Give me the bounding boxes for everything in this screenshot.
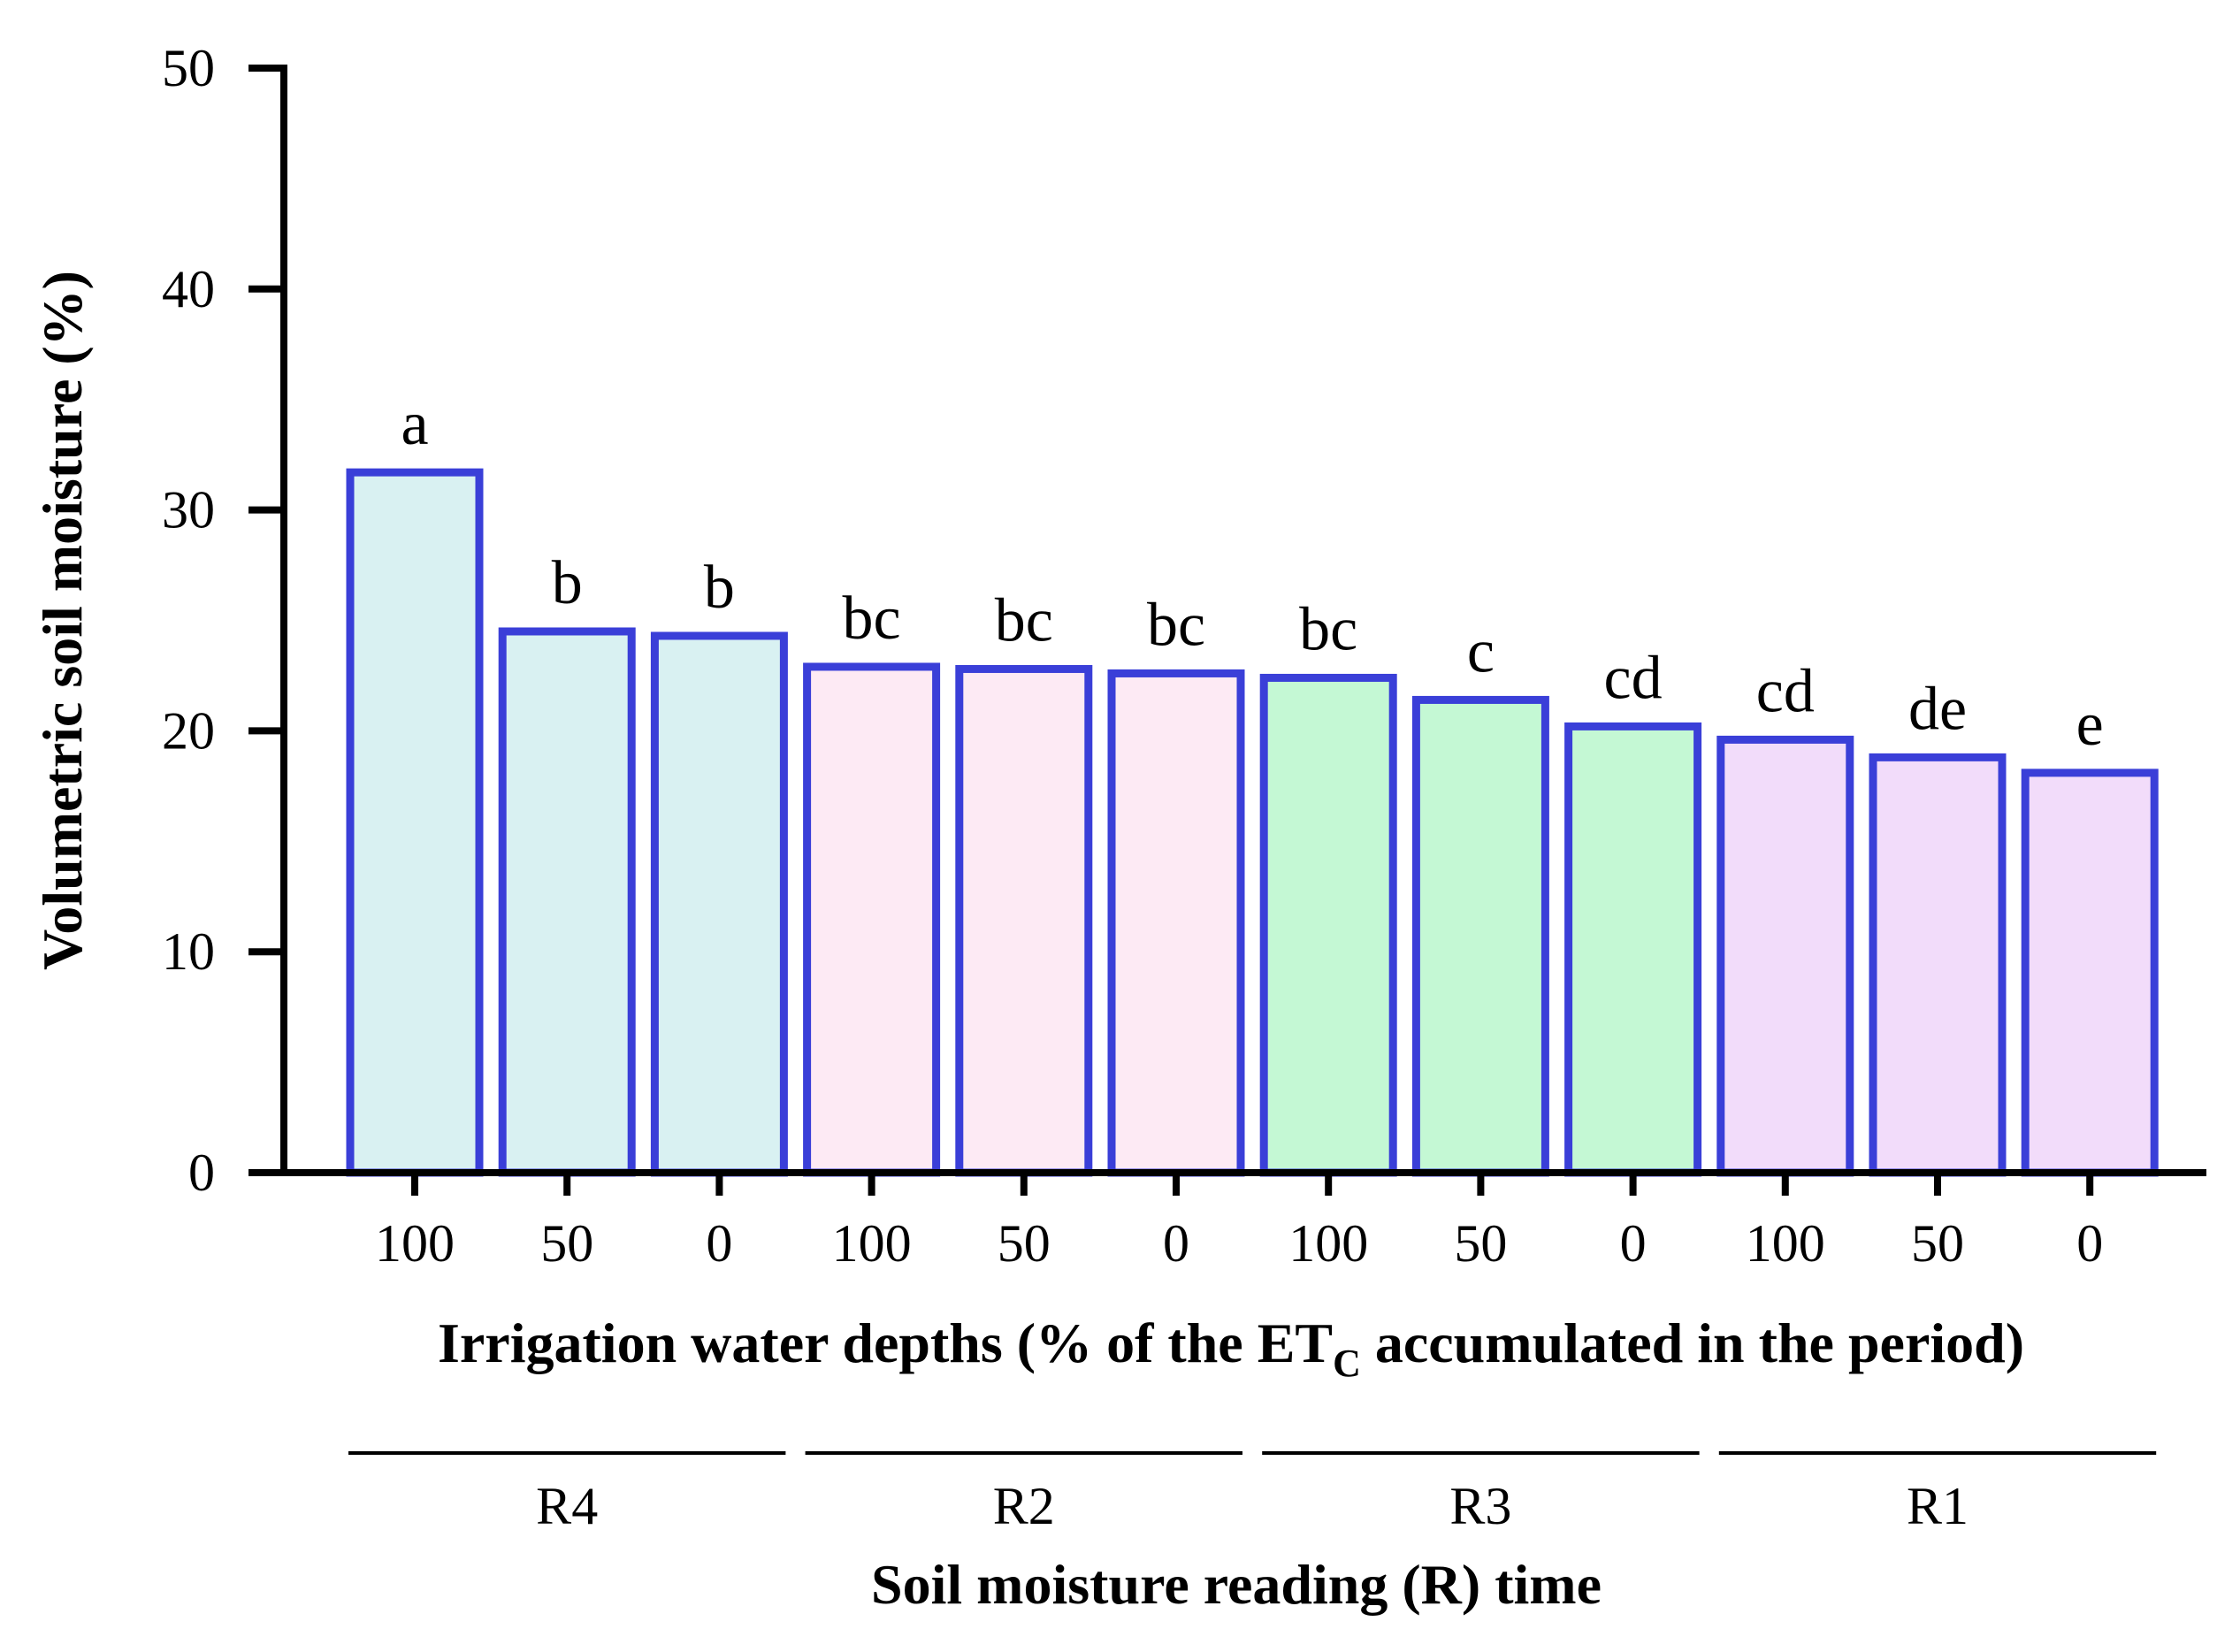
x-axis-title-main: Irrigation water depths (% of the ET [438,1312,1333,1374]
y-tick-label: 0 [188,1143,215,1202]
x-axis-title-subscript: C [1333,1342,1361,1385]
significance-letter: e [2076,691,2104,759]
group-labels-layer: R4 R2 R3 R1 [348,1451,2157,1535]
x-tick-label: 100 [1746,1214,1825,1273]
bar [803,662,941,1177]
significance-letter: bc [1299,595,1357,663]
x-tick-label: 100 [1288,1214,1368,1273]
x-axis-title-rest: accumulated in the period) [1361,1312,2024,1374]
y-tick-label: 50 [162,39,215,97]
bar [1564,722,1702,1177]
significance-letter: b [704,554,735,622]
y-tick-label: 30 [162,481,215,539]
y-tick-label: 40 [162,260,215,318]
bar [346,468,484,1177]
significance-letter: bc [1147,591,1205,659]
significance-letter: cd [1756,657,1815,725]
bar [2021,769,2159,1177]
x-tick-label: 50 [1454,1214,1507,1273]
x-ticks-layer: 100 50 0 100 50 0 100 50 0 100 50 0 [375,1173,2103,1273]
x-tick-label: 0 [1163,1214,1189,1273]
y-tick-label: 10 [162,922,215,981]
axes-layer [248,65,2206,1176]
y-ticks-layer: 0 10 20 30 40 50 [162,39,284,1202]
y-axis-title: Volumetric soil moisture (%) [31,271,94,970]
x-axis-title: Irrigation water depths (% of the ETC ac… [438,1312,2024,1385]
group-label: R4 [536,1477,598,1535]
bar [1716,735,1854,1177]
significance-letter: b [552,549,583,617]
bar [1259,673,1397,1177]
y-tick-label: 20 [162,701,215,760]
x-tick-label: 0 [706,1214,732,1273]
x-tick-label: 50 [1911,1214,1964,1273]
bar [650,631,788,1177]
bar [955,664,1093,1177]
x-tick-label: 0 [2076,1214,2103,1273]
significance-letter: bc [843,585,901,653]
bar [1107,669,1245,1177]
significance-letter: cd [1604,644,1663,712]
bar [1411,695,1549,1177]
group-label: R3 [1449,1477,1511,1535]
significance-letter: de [1908,675,1967,743]
bar [498,627,636,1177]
group-axis-title: Soil moisture reading (R) time [871,1553,1602,1616]
significance-letter: bc [995,586,1053,654]
significance-letter: c [1467,617,1495,685]
significance-letters-layer: a b b bc bc bc bc c cd cd de e [401,390,2103,759]
x-tick-label: 0 [1620,1214,1647,1273]
x-tick-label: 50 [540,1214,593,1273]
group-label: R2 [993,1477,1055,1535]
significance-letter: a [401,390,428,458]
bars-layer [346,468,2159,1177]
group-label: R1 [1907,1477,1969,1535]
bar [1869,753,2007,1177]
x-tick-label: 100 [832,1214,912,1273]
x-tick-label: 100 [375,1214,455,1273]
x-tick-label: 50 [998,1214,1051,1273]
